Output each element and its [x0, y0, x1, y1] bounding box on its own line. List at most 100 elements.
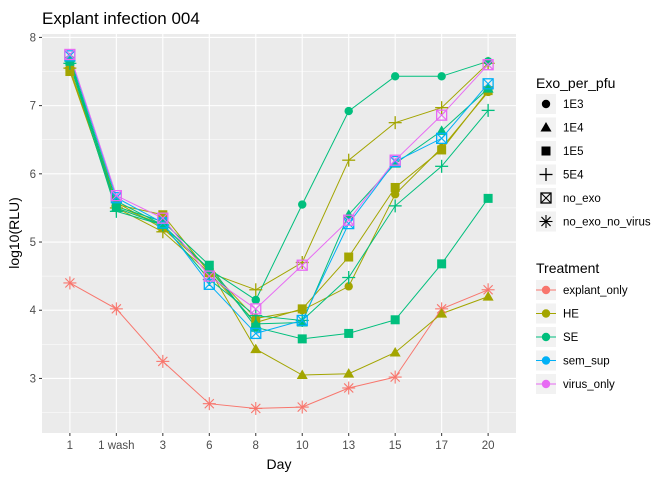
marker-square-x-box — [203, 278, 215, 290]
series-line-sem_sup-no_exo — [69, 55, 489, 334]
marker-square-x-box — [250, 327, 262, 340]
marker-square-x-box — [482, 78, 494, 90]
legend-label-explant_only: explant_only — [563, 285, 628, 297]
x-tick-label: 6 — [206, 440, 212, 452]
legend: Exo_per_pfu 1E3 1E4 1E5 5E4 no_exo no_exo_no_… — [536, 75, 651, 394]
legend-key-1E3 — [541, 99, 551, 109]
data-point-SE-1E5 — [437, 259, 447, 269]
data-point-HE-1E5 — [437, 145, 447, 155]
marker-square — [204, 260, 214, 270]
marker-triangle — [436, 308, 448, 318]
legend-label-1E3: 1E3 — [563, 99, 583, 111]
y-axis: 3 4 5 6 7 8 — [30, 32, 42, 385]
x-tick-label: 13 — [342, 440, 355, 452]
marker-square — [437, 145, 447, 155]
data-point-virus_only-no_exo — [203, 270, 215, 282]
series-line-SE-1E3 — [69, 59, 489, 301]
marker-triangle — [540, 122, 552, 132]
legend-key-1E4 — [540, 122, 552, 132]
series-line-SE-1E5 — [69, 61, 489, 340]
series-line-HE-1E4 — [69, 64, 489, 376]
series-line-HE-5E4 — [69, 62, 489, 291]
data-point-SE-1E3 — [437, 72, 446, 81]
data-point-explant_only-no_exo_no_virus — [249, 401, 263, 415]
marker-square-x-diag2 — [540, 192, 552, 204]
data-point-virus_only-no_exo — [157, 212, 169, 224]
data-point-HE-1E4 — [389, 347, 401, 357]
marker-square-x-diag2 — [482, 59, 494, 71]
legend-key-1E5 — [541, 146, 551, 156]
data-point-virus_only-no_exo — [110, 189, 123, 202]
data-point-SE-1E3 — [298, 200, 307, 209]
x-axis: 1 1 wash 3 6 8 10 13 15 17 20 — [67, 433, 495, 452]
marker-triangle — [482, 83, 494, 93]
legend-title-color: Treatment — [536, 260, 599, 276]
data-point-SE-5E4 — [481, 103, 495, 117]
series-line-SE-5E4 — [69, 63, 489, 322]
marker-square-x-diag2 — [343, 214, 355, 226]
marker-square — [437, 259, 447, 269]
data-point-SE-1E5 — [390, 315, 400, 325]
x-tick-label: 3 — [160, 440, 166, 452]
data-point-explant_only-no_exo_no_virus — [342, 381, 356, 395]
data-point-sem_sup-no_exo — [482, 78, 494, 90]
marker-square — [251, 322, 261, 332]
marker-square-x-diag2 — [296, 259, 308, 271]
marker-square-x-diag2 — [296, 315, 308, 326]
data-point-explant_only-no_exo_no_virus — [109, 302, 123, 316]
marker-square-x-box — [389, 154, 401, 166]
data-point-virus_only-no_exo — [343, 214, 355, 226]
y-tick-label: 6 — [30, 169, 36, 181]
data-point-HE-5E4 — [295, 255, 309, 269]
legend-key-no_exo — [540, 192, 552, 204]
marker-square-x-diag2 — [64, 49, 76, 60]
legend-key-5E4 — [539, 168, 553, 181]
marker-square-x-box — [296, 259, 308, 271]
data-point-HE-5E4 — [388, 116, 402, 130]
legend-label-5E4: 5E4 — [563, 170, 584, 182]
data-point-virus_only-no_exo — [64, 48, 76, 61]
legend-key-point-virus_only — [541, 379, 551, 389]
y-axis-label: log10(RLU) — [6, 197, 22, 269]
y-tick-label: 5 — [30, 237, 36, 249]
data-point-HE-1E3 — [390, 190, 400, 199]
marker-triangle — [436, 125, 448, 135]
legend-shape-entries: 1E3 1E4 1E5 5E4 no_exo no_exo_no_virus — [536, 94, 651, 232]
legend-title-shape: Exo_per_pfu — [536, 75, 615, 91]
legend-label-virus_only: virus_only — [563, 379, 615, 391]
series-lines — [69, 54, 489, 409]
marker-circle — [344, 106, 353, 116]
data-point-HE-1E5 — [390, 182, 400, 192]
marker-square-x-box — [296, 314, 308, 327]
series-line-SE-1E4 — [69, 57, 489, 325]
legend-color-entries: explant_only HE SE sem_sup virus_only — [536, 280, 628, 394]
y-tick-label: 7 — [30, 101, 36, 113]
series-markers — [63, 48, 495, 415]
x-tick-label: 15 — [389, 440, 402, 452]
data-point-SE-1E5 — [297, 334, 307, 344]
data-point-explant_only-no_exo_no_virus — [295, 400, 309, 414]
marker-square-x-box — [250, 303, 262, 315]
legend-label-HE: HE — [563, 309, 579, 321]
data-point-SE-5E4 — [249, 309, 263, 323]
marker-triangle — [482, 291, 494, 301]
x-axis-label: Day — [267, 456, 292, 472]
marker-square-x-diag2 — [250, 328, 262, 339]
data-point-virus_only-no_exo — [296, 259, 308, 271]
data-point-SE-1E3 — [390, 72, 400, 81]
data-point-explant_only-no_exo_no_virus — [388, 370, 402, 384]
marker-square — [390, 315, 400, 325]
legend-key-point-sem_sup — [541, 356, 551, 365]
data-point-explant_only-no_exo_no_virus — [63, 276, 77, 290]
marker-square-x-box — [110, 189, 123, 202]
data-point-sem_sup-no_exo — [435, 132, 448, 145]
marker-triangle — [389, 347, 401, 357]
data-point-HE-1E3 — [344, 282, 353, 291]
data-point-SE-1E5 — [204, 260, 214, 270]
data-point-SE-1E3 — [251, 295, 260, 305]
marker-square — [344, 328, 354, 338]
legend-key-point-explant_only — [541, 285, 551, 295]
data-point-HE-5E4 — [435, 101, 449, 115]
legend-label-no_exo: no_exo — [563, 193, 601, 205]
data-point-sem_sup-no_exo — [250, 327, 262, 340]
